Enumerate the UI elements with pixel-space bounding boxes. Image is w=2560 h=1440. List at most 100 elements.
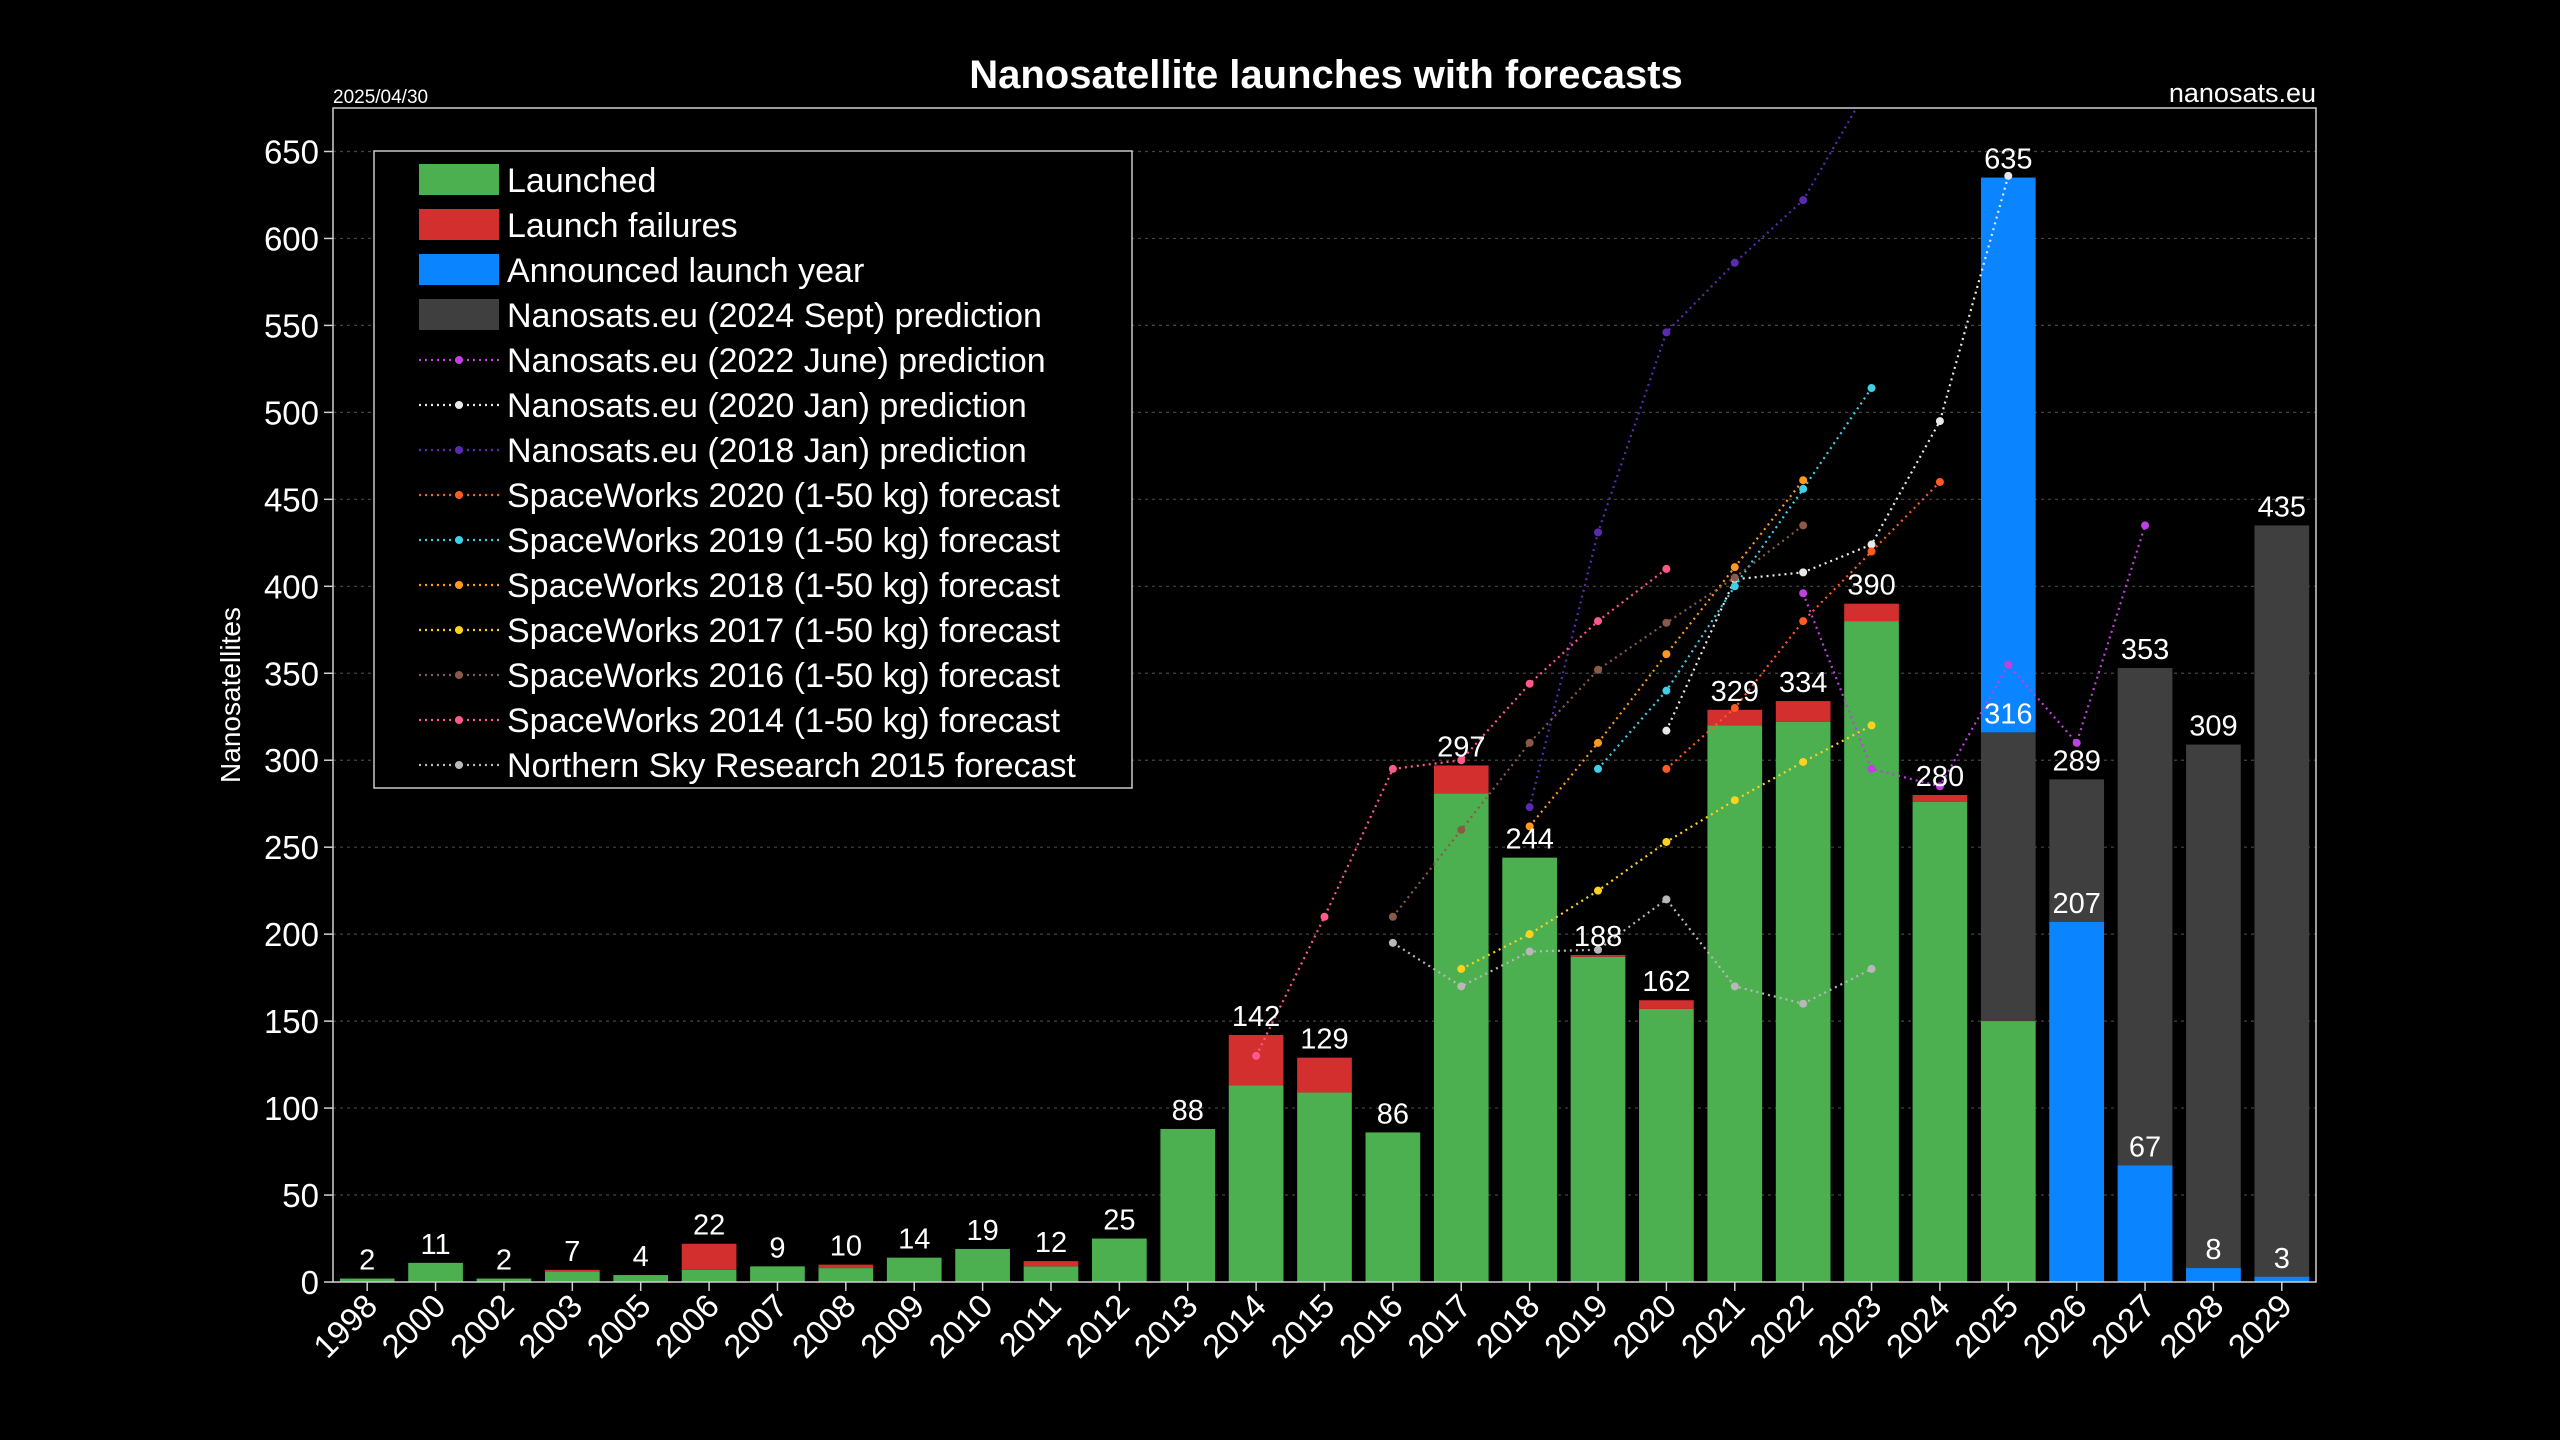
forecast-point — [1935, 782, 1944, 791]
forecast-point — [1594, 528, 1603, 537]
bar-launch-failure — [1023, 1261, 1079, 1267]
forecast-point — [1525, 738, 1534, 747]
forecast-point — [1662, 328, 1671, 337]
chart-date: 2025/04/30 — [333, 87, 428, 108]
bar-prediction-2024 — [2254, 525, 2310, 1282]
forecast-point — [1525, 679, 1534, 688]
bar-launched — [1980, 1021, 2036, 1282]
data-label: 9 — [769, 1232, 785, 1264]
bar-announced — [2049, 921, 2105, 1282]
chart-title: Nanosatellite launches with forecasts — [969, 53, 1683, 97]
legend-frame — [373, 150, 1133, 789]
legend-marker — [455, 626, 463, 634]
forecast-point — [1457, 982, 1466, 991]
forecast-point — [1662, 837, 1671, 846]
bar-launch-failure — [1707, 709, 1763, 726]
data-label: 88 — [1172, 1095, 1204, 1127]
y-axis-ticks: 0 50 100 150 200 250 300 350 400 450 500 550 600 650 — [264, 133, 333, 1301]
legend-marker — [455, 401, 463, 409]
legend-label: SpaceWorks 2016 (1-50 kg) forecast — [507, 657, 1061, 695]
bar-launch-failure — [1639, 1000, 1694, 1009]
forecast-point — [1730, 573, 1739, 582]
legend-marker — [455, 761, 463, 769]
legend-label: SpaceWorks 2017 (1-50 kg) forecast — [507, 612, 1061, 650]
data-label: 289 — [2052, 745, 2100, 777]
forecast-point — [1799, 568, 1808, 577]
bar-launched — [955, 1248, 1010, 1282]
forecast-point — [1594, 945, 1603, 954]
legend-swatch — [419, 209, 499, 240]
legend-marker — [455, 446, 463, 454]
forecast-line — [1802, 525, 2147, 788]
forecast-point — [1594, 764, 1603, 773]
forecast-point — [1799, 589, 1808, 598]
y-tick-label: 100 — [264, 1090, 319, 1127]
data-label: 435 — [2258, 491, 2306, 523]
forecast-point — [1594, 617, 1603, 626]
forecast-point — [1799, 476, 1808, 485]
bar-launch-failure — [1228, 1035, 1284, 1086]
bar-launched — [750, 1266, 805, 1282]
y-tick-label: 50 — [282, 1177, 319, 1214]
forecast-point — [1799, 484, 1808, 493]
legend-label: SpaceWorks 2014 (1-50 kg) forecast — [507, 702, 1061, 740]
legend-label: Nanosats.eu (2024 Sept) prediction — [507, 297, 1042, 335]
bar-launched — [476, 1278, 532, 1282]
bar-launched — [1365, 1132, 1421, 1282]
forecast-line — [1528, 108, 1858, 808]
bar-launched — [408, 1262, 463, 1282]
y-tick-label: 600 — [264, 220, 319, 257]
data-label: 280 — [1916, 761, 1964, 793]
bar-launched — [886, 1257, 942, 1282]
forecast-line — [1392, 897, 1873, 1005]
forecast-point — [1457, 756, 1466, 765]
data-label: 67 — [2129, 1131, 2161, 1163]
bar-launch-failure — [818, 1264, 874, 1269]
forecast-point — [1867, 384, 1876, 393]
legend: Launched Launch failures Announced launch … — [373, 150, 1133, 789]
forecast-point — [2004, 171, 2013, 180]
y-tick-label: 200 — [264, 916, 319, 953]
bar-announced — [2117, 1165, 2173, 1282]
data-label: 188 — [1574, 921, 1622, 953]
legend-label: Nanosats.eu (2022 June) prediction — [507, 342, 1046, 380]
bar-launch-failure — [544, 1269, 600, 1272]
chart-site-credit: nanosats.eu — [2169, 78, 2316, 108]
forecast-lines — [1252, 108, 2150, 1060]
legend-label: Northern Sky Research 2015 forecast — [507, 747, 1076, 785]
forecast-point — [1730, 796, 1739, 805]
data-label: 316 — [1984, 698, 2032, 730]
legend-marker — [455, 581, 463, 589]
data-label: 14 — [898, 1224, 930, 1256]
legend-label: Launch failures — [507, 207, 738, 245]
forecast-point — [1525, 822, 1534, 831]
legend-label: SpaceWorks 2018 (1-50 kg) forecast — [507, 567, 1061, 605]
legend-label: SpaceWorks 2019 (1-50 kg) forecast — [507, 522, 1061, 560]
forecast-point — [1662, 686, 1671, 695]
data-labels: 2 11 2 7 4 22 9 10 14 19 12 25 88 142 129 86 297 244 188 16… — [359, 144, 2306, 1277]
bar-launched — [1844, 621, 1899, 1282]
data-label: 129 — [1300, 1024, 1348, 1056]
forecast-point — [1594, 738, 1603, 747]
data-label: 19 — [966, 1215, 998, 1247]
data-label: 635 — [1984, 144, 2032, 176]
data-label: 297 — [1437, 731, 1485, 763]
data-label: 10 — [830, 1231, 862, 1263]
forecast-point — [1662, 895, 1671, 904]
data-label: 7 — [564, 1236, 580, 1268]
forecast-point — [1730, 704, 1739, 713]
forecast-line — [1665, 175, 2010, 732]
bar-launched — [1433, 793, 1489, 1282]
data-label: 25 — [1103, 1205, 1135, 1237]
y-tick-label: 0 — [301, 1264, 319, 1301]
legend-label: Launched — [507, 162, 656, 200]
bar-launched — [818, 1268, 874, 1282]
forecast-point — [1867, 721, 1876, 730]
data-label: 22 — [693, 1210, 725, 1242]
legend-marker — [455, 716, 463, 724]
forecast-point — [1867, 540, 1876, 549]
legend-swatch — [419, 164, 499, 195]
forecast-point — [1525, 930, 1534, 939]
data-label: 2 — [359, 1245, 375, 1277]
